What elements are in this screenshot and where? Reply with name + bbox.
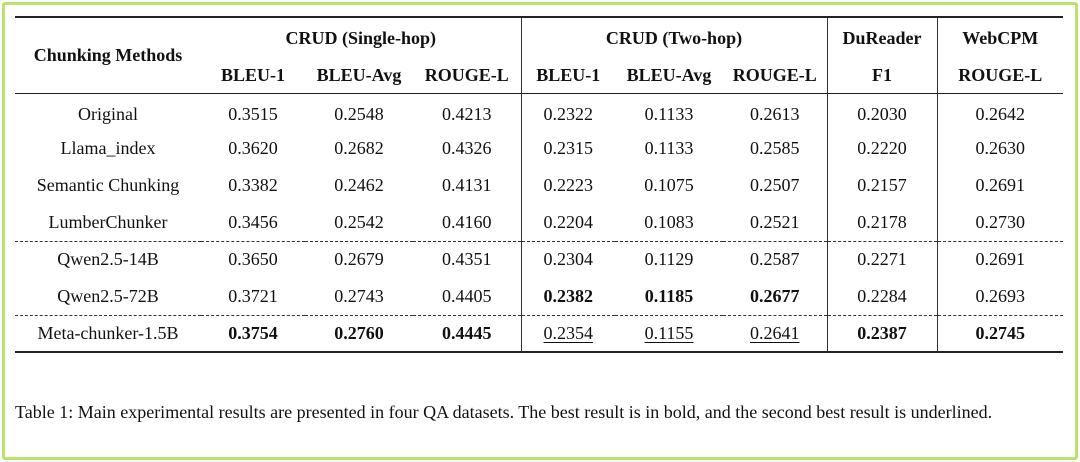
table-cell: 0.2743	[334, 285, 384, 306]
table-cell: 0.2730	[936, 204, 1063, 241]
group-header-crud-single: CRUD (Single-hop)	[201, 16, 521, 59]
method-name: Qwen2.5-72B	[57, 285, 159, 306]
table-row: Semantic Chunking 0.3382 0.2462 0.4131 0…	[15, 167, 1063, 204]
table-row: Meta-chunker-1.5B 0.3754 0.2760 0.4445 0…	[15, 314, 1063, 353]
table-cell: 0.4131	[442, 175, 492, 195]
metric-header: F1	[826, 59, 937, 94]
table-cell: 0.2693	[936, 278, 1063, 315]
metric-header: BLEU-Avg	[305, 59, 413, 94]
method-name: Meta-chunker-1.5B	[15, 314, 201, 353]
table-row: Qwen2.5-14B 0.3650 0.2679 0.4351 0.2304 …	[15, 240, 1063, 278]
metric-header: ROUGE-L	[723, 59, 827, 94]
table-cell: 0.3456	[228, 211, 278, 232]
table-cell: 0.2521	[750, 211, 800, 232]
table-cell: 0.2691	[936, 240, 1063, 278]
table-cell: 0.2223	[520, 167, 615, 204]
table-cell-best: 0.2382	[520, 278, 615, 315]
table-cell: 0.2284	[826, 278, 937, 315]
table-cell: 0.3721	[228, 285, 278, 306]
table-cell: 0.1075	[644, 175, 694, 195]
table-cell: 0.4326	[442, 138, 492, 158]
table-cell: 0.2630	[936, 130, 1063, 167]
table-cell: 0.2220	[826, 130, 937, 167]
table-cell: 0.3650	[201, 240, 305, 278]
table-cell: 0.2322	[520, 93, 615, 130]
method-column-header: Chunking Methods	[15, 16, 201, 94]
table-cell: 0.2679	[305, 240, 413, 278]
table-cell-second: 0.1155	[615, 314, 723, 353]
table-cell: 0.2587	[723, 240, 827, 278]
table-cell: 0.1133	[644, 104, 694, 125]
table-cell: 0.2642	[936, 93, 1063, 130]
table-cell-best: 0.2677	[750, 285, 800, 306]
results-table: Chunking Methods CRUD (Single-hop) CRUD …	[15, 16, 1063, 353]
table-cell-best: 0.2387	[826, 314, 937, 353]
table-cell: 0.2304	[520, 240, 615, 278]
table-cell: 0.3620	[228, 138, 278, 158]
metric-header: ROUGE-L	[936, 59, 1063, 94]
table-row: Original 0.3515 0.2548 0.4213 0.2322 0.1…	[15, 93, 1063, 130]
table-cell-best: 0.1185	[644, 285, 694, 306]
table-cell: 0.2682	[334, 138, 384, 158]
table-cell: 0.4213	[442, 104, 492, 125]
table-cell: 0.4405	[442, 285, 492, 306]
underlined-value: 0.2641	[750, 322, 800, 343]
metric-header: BLEU-1	[201, 59, 305, 94]
table-cell: 0.1133	[644, 138, 694, 158]
group-header-dureader: DuReader	[826, 16, 937, 59]
method-name: LumberChunker	[48, 211, 168, 232]
table-cell: 0.3515	[228, 104, 278, 125]
table-cell: 0.2613	[750, 104, 800, 125]
underlined-value: 0.1155	[644, 322, 694, 343]
table-cell: 0.2157	[826, 167, 937, 204]
table-cell: 0.2542	[334, 211, 384, 232]
method-name: Qwen2.5-14B	[15, 240, 201, 278]
table-cell-second: 0.2641	[723, 314, 827, 353]
table-cell-best: 0.3754	[201, 314, 305, 353]
table-cell: 0.4351	[413, 240, 521, 278]
table-cell: 0.2462	[334, 175, 384, 195]
table-cell-best: 0.2760	[305, 314, 413, 353]
table-cell: 0.2691	[936, 167, 1063, 204]
table-cell: 0.2271	[826, 240, 937, 278]
table-cell-best: 0.2745	[936, 314, 1063, 353]
table-cell: 0.4160	[442, 211, 492, 232]
table-cell: 0.2178	[826, 204, 937, 241]
table-caption: Table 1: Main experimental results are p…	[15, 402, 993, 422]
table-cell-second: 0.2354	[520, 314, 615, 353]
table-cell: 0.2204	[520, 204, 615, 241]
group-header-crud-two: CRUD (Two-hop)	[520, 16, 827, 59]
metric-header: ROUGE-L	[413, 59, 521, 94]
table-cell: 0.2315	[520, 130, 615, 167]
table-cell: 0.2030	[826, 93, 937, 130]
table-cell: 0.1083	[644, 211, 694, 232]
table-row: Qwen2.5-72B 0.3721 0.2743 0.4405 0.2382 …	[15, 278, 1063, 315]
method-name: Semantic Chunking	[36, 175, 180, 195]
table-cell: 0.2548	[334, 104, 384, 125]
table-cell-best: 0.4445	[413, 314, 521, 353]
metric-header: BLEU-1	[520, 59, 615, 94]
method-name: Llama_index	[60, 138, 156, 158]
table-row: LumberChunker 0.3456 0.2542 0.4160 0.220…	[15, 204, 1063, 241]
method-name: Original	[78, 104, 138, 125]
underlined-value: 0.2354	[543, 322, 594, 343]
table-cell: 0.3382	[228, 175, 278, 195]
metric-header: BLEU-Avg	[615, 59, 723, 94]
table-cell: 0.2507	[750, 175, 800, 195]
table-cell: 0.1129	[615, 240, 723, 278]
group-header-webcpm: WebCPM	[936, 16, 1063, 59]
table-row: Llama_index 0.3620 0.2682 0.4326 0.2315 …	[15, 130, 1063, 167]
table-cell: 0.2585	[750, 138, 800, 158]
